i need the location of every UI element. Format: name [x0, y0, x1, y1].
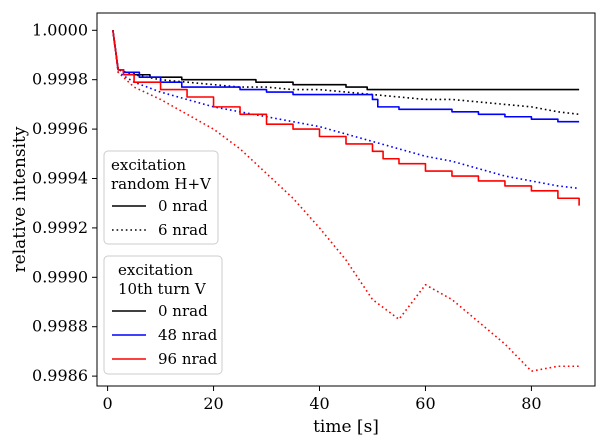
legend-entry-label: 96 nrad [158, 350, 218, 368]
x-tick-label: 0 [103, 394, 113, 413]
legend-box [103, 255, 223, 375]
x-tick-label: 20 [203, 394, 223, 413]
legend-title-line: excitation [111, 156, 186, 174]
legend-entry-label: 6 nrad [158, 221, 208, 239]
y-tick-label: 0.9988 [32, 317, 88, 336]
legend-10th-turn-v: excitation 10th turn V 0 nrad 48 nrad 96… [103, 255, 223, 375]
y-tick-label: 0.9992 [32, 218, 88, 237]
series-layer [112, 30, 580, 372]
legend-entry-label: 48 nrad [158, 326, 218, 344]
x-tick-label: 80 [521, 394, 541, 413]
x-tick-label: 40 [309, 394, 329, 413]
x-tick-label: 60 [415, 394, 435, 413]
legend-title-line: excitation [118, 261, 193, 279]
ticks-layer: 0 20 40 60 80 0.9986 0.9988 0.9990 0.9992 0.9994 0… [32, 20, 542, 413]
legend-random-hv: excitation random H+V 0 nrad 6 nrad [103, 150, 219, 245]
y-tick-label: 0.9990 [32, 267, 88, 286]
y-tick-label: 0.9986 [32, 366, 88, 385]
legend-entry-label: 0 nrad [158, 197, 208, 215]
y-tick-label: 0.9998 [32, 70, 88, 89]
series-line-4 [112, 30, 580, 206]
legend-title-line: 10th turn V [118, 280, 207, 298]
plot-frame [96, 12, 596, 387]
y-tick-label: 0.9994 [32, 169, 88, 188]
y-axis-label: relative intensity [10, 126, 30, 272]
y-tick-label: 0.9996 [32, 119, 88, 138]
legend-title-line: random H+V [111, 175, 212, 193]
x-axis-label: time [s] [313, 417, 379, 437]
y-tick-label: 1.0000 [32, 20, 88, 39]
legend-box [103, 150, 219, 245]
legend-entry-label: 0 nrad [158, 302, 208, 320]
series-line-2 [112, 30, 580, 123]
series-line-1 [112, 30, 580, 116]
